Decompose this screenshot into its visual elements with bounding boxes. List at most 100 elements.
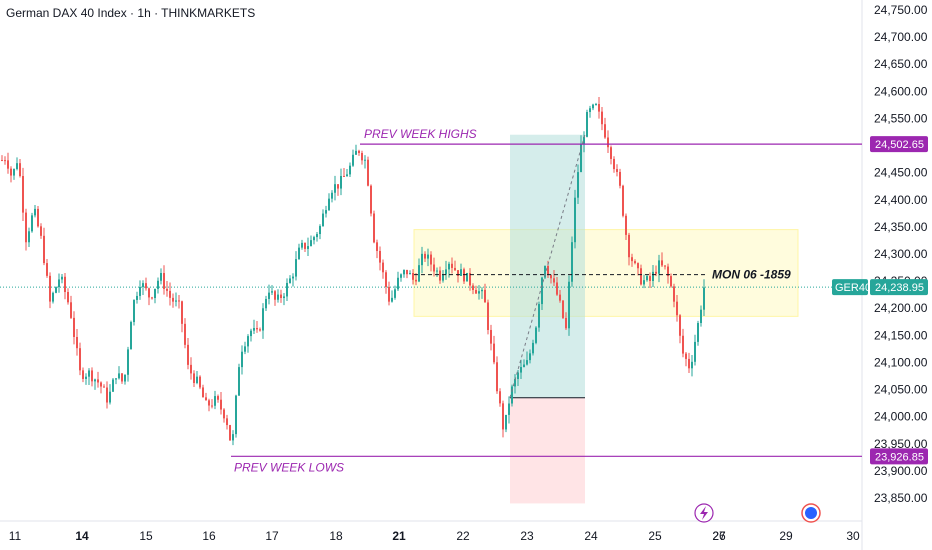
candle-body — [394, 289, 396, 298]
candle-body — [232, 434, 234, 441]
candle-body — [643, 280, 645, 285]
candle-body — [652, 271, 654, 281]
candle-body — [454, 267, 456, 271]
mon-open-label: MON 06 -1859 — [712, 268, 791, 282]
candle-body — [181, 301, 183, 324]
candle-body — [313, 237, 315, 241]
x-tick-label: 25 — [648, 529, 662, 543]
candle-body — [598, 104, 600, 112]
candle-body — [88, 370, 90, 377]
candle-body — [337, 184, 339, 189]
candle-body — [331, 192, 333, 199]
y-tick-label: 24,050.00 — [874, 383, 928, 397]
stop-loss-zone[interactable] — [510, 397, 585, 504]
candle-body — [361, 152, 363, 161]
candle-body — [22, 176, 24, 213]
candle-body — [184, 323, 186, 345]
candle-body — [61, 276, 63, 280]
candle-body — [1, 160, 3, 162]
candle-body — [532, 342, 534, 354]
candle-body — [310, 240, 312, 247]
candle-body — [634, 261, 636, 264]
candle-body — [241, 351, 243, 368]
candle-body — [37, 208, 39, 227]
candle-body — [283, 296, 285, 298]
candle-body — [535, 327, 537, 343]
candle-body — [169, 290, 171, 298]
x-tick-label: 26 — [712, 529, 726, 543]
candle-body — [82, 370, 84, 379]
candle-body — [475, 289, 477, 294]
candle-body — [328, 198, 330, 211]
candle-body — [637, 263, 639, 269]
candle-body — [100, 382, 102, 387]
candle-body — [259, 329, 261, 331]
candle-body — [202, 387, 204, 398]
candle-body — [103, 386, 105, 388]
candle-body — [613, 158, 615, 170]
x-tick-label: 17 — [265, 529, 279, 543]
x-tick-label: 29 — [779, 529, 793, 543]
x-tick-label: 24 — [584, 529, 598, 543]
candle-body — [208, 400, 210, 406]
candle-body — [76, 336, 78, 349]
candle-body — [178, 300, 180, 302]
candle-body — [388, 286, 390, 302]
zones-layer — [413, 134, 799, 504]
candle-body — [211, 405, 213, 407]
candle-body — [373, 213, 375, 243]
price-axis[interactable]: 24,750.00 24,700.00 24,650.00 24,600.00 24,5… — [874, 3, 928, 505]
candle-body — [340, 175, 342, 189]
candle-body — [295, 259, 297, 277]
candle-body — [49, 275, 51, 302]
candle-body — [586, 111, 588, 137]
candle-body — [148, 288, 150, 298]
candle-body — [529, 353, 531, 361]
candle-body — [130, 322, 132, 350]
calendar-event-icon[interactable] — [801, 503, 821, 523]
candle-body — [679, 315, 681, 336]
candle-body — [358, 150, 360, 153]
candle-body — [406, 269, 408, 275]
candle-body — [262, 308, 264, 331]
candle-body — [700, 309, 702, 324]
candle-body — [601, 111, 603, 125]
candle-body — [697, 323, 699, 342]
candle-body — [607, 137, 609, 148]
candle-body — [289, 278, 291, 283]
candle-body — [553, 278, 555, 283]
candle-body — [379, 250, 381, 263]
candle-body — [118, 373, 120, 379]
candle-body — [427, 254, 429, 259]
candle-body — [127, 349, 129, 375]
y-tick-label: 24,700.00 — [874, 30, 928, 44]
candle-body — [604, 124, 606, 138]
candle-body — [124, 374, 126, 382]
candle-body — [382, 262, 384, 273]
y-tick-label: 23,900.00 — [874, 464, 928, 478]
candle-body — [139, 286, 141, 296]
prev-week-highs-tag-text: 24,502.65 — [875, 139, 924, 151]
candle-body — [274, 291, 276, 300]
y-tick-label: 24,000.00 — [874, 410, 928, 424]
candle-body — [238, 367, 240, 396]
lightning-icon[interactable] — [694, 503, 714, 523]
candle-body — [163, 273, 165, 289]
consolidation-zone[interactable] — [413, 229, 799, 317]
candle-body — [16, 163, 18, 169]
candle-body — [463, 269, 465, 282]
candle-body — [70, 302, 72, 318]
candle-body — [298, 247, 300, 260]
candle-body — [25, 212, 27, 243]
candle-body — [316, 234, 318, 238]
candle-body — [667, 266, 669, 277]
candle-body — [439, 270, 441, 281]
candle-body — [478, 291, 480, 294]
candle-body — [346, 174, 348, 177]
candle-body — [40, 226, 42, 236]
candle-body — [109, 391, 111, 403]
y-tick-label: 24,350.00 — [874, 220, 928, 234]
candle-body — [34, 208, 36, 216]
